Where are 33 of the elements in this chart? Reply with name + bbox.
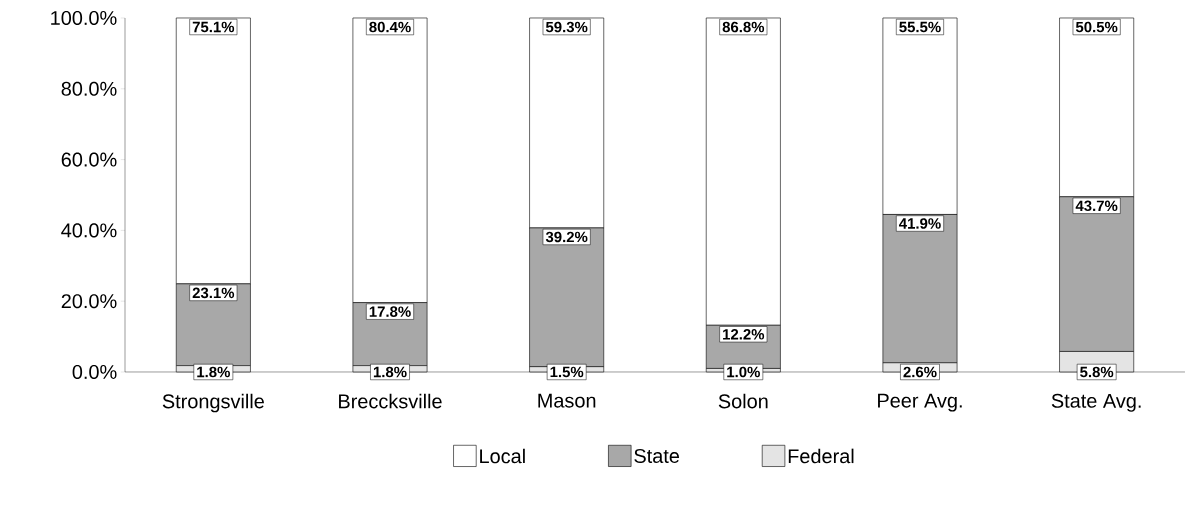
data-label: 50.5% [1075,21,1118,33]
data-label: 17.8% [369,306,411,317]
x-tick-label: Breccksville [339,393,442,409]
legend-label: State [634,448,680,464]
data-label: 75.1% [192,21,235,33]
legend-label: Local [480,448,525,464]
y-tick-label: 80.0% [61,81,117,96]
y-tick-label: 0.0% [72,364,117,380]
data-label: 23.1% [192,287,235,299]
data-label: 86.8% [722,21,765,33]
data-label: 5.8% [1080,366,1114,378]
data-label: 39.2% [545,231,588,243]
data-label: 80.4% [369,21,411,33]
data-label: 43.7% [1075,200,1118,212]
data-label: 1.8% [197,366,230,378]
x-tick-label: State Avg. [1051,393,1141,412]
data-label: 1.5% [550,366,584,378]
data-label: 1.8% [373,366,407,378]
y-tick-label: 60.0% [61,152,117,167]
data-label: 1.0% [727,366,760,378]
data-label: 55.5% [899,21,941,33]
data-label: 12.2% [723,329,765,340]
x-tick-label: Mason [538,393,596,408]
legend-label: Federal [788,448,854,464]
data-label: 2.6% [903,366,937,378]
y-tick-label: 40.0% [61,223,117,238]
data-label: 59.3% [545,21,588,33]
x-tick-label: Strongsville [162,393,264,413]
y-tick-label: 20.0% [61,294,117,309]
data-label: 41.9% [899,218,941,229]
x-tick-label: Solon [718,393,768,409]
x-tick-label: Peer Avg. [878,393,962,412]
y-tick-label: 100.0% [51,10,117,26]
